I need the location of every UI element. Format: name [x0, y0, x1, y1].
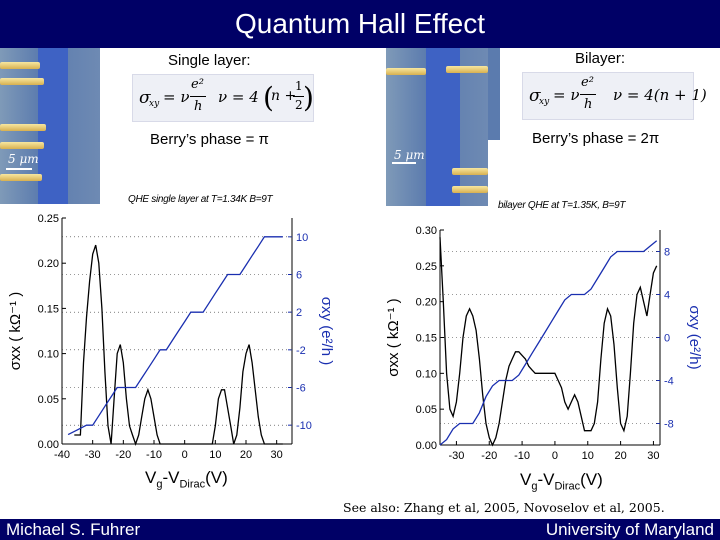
bilayer-right-tick-label: -8 — [664, 419, 674, 431]
single-layer-series-sigma-xy — [67, 236, 283, 436]
single-layer-right-tick-label: 6 — [296, 270, 302, 282]
single-layer-x-tick-label: 10 — [209, 449, 221, 461]
single-layer-y-axis-label: σxx ( kΩ⁻¹ ) — [7, 292, 24, 370]
bilayer-left-tick-label: 0.15 — [416, 333, 437, 345]
single-layer-y2-axis-label: σxy (e²/h ) — [318, 297, 335, 365]
single-layer-device-photo: 5 μm — [0, 48, 100, 204]
slide-title: Quantum Hall Effect — [234, 8, 486, 39]
single-layer-series-sigma-xx — [74, 244, 283, 446]
contact-lead — [452, 168, 488, 175]
bilayer-x-tick-label: 10 — [582, 450, 594, 462]
single-layer-plot-caption: QHE single layer at T=1.34K B=9T — [128, 194, 273, 205]
single-layer-left-tick-label: 0.15 — [38, 303, 59, 315]
footer-institution: University of Maryland — [545, 520, 714, 539]
bilayer-x-tick-label: 0 — [552, 450, 558, 462]
single-layer-x-tick-label: 0 — [182, 449, 188, 461]
bilayer-x-tick-label: -20 — [481, 450, 497, 462]
single-layer-x-tick-label: 20 — [240, 449, 252, 461]
single-layer-x-tick-label: -40 — [54, 449, 70, 461]
bilayer-right-tick-label: 8 — [664, 247, 670, 259]
single-layer-right-tick-label: -2 — [296, 345, 306, 357]
contact-lead — [0, 78, 44, 85]
contact-lead — [446, 66, 488, 73]
bilayer-right-tick-label: 0 — [664, 333, 670, 345]
bilayer-formula: σ xy = ν e² h ν = 4(n + 1) — [522, 72, 707, 120]
single-layer-x-tick-label: -30 — [85, 449, 101, 461]
single-layer-x-tick-label: 30 — [271, 449, 283, 461]
single-layer-right-tick-label: -6 — [296, 383, 306, 395]
bilayer-left-tick-label: 0.30 — [416, 225, 437, 237]
contact-lead — [386, 68, 426, 75]
contact-lead — [452, 186, 488, 193]
bilayer-series-sigma-xy — [439, 240, 658, 446]
bilayer-heading: Bilayer: — [575, 50, 626, 67]
contact-lead — [0, 142, 44, 149]
bilayer-x-tick-label: 20 — [614, 450, 626, 462]
single-layer-berry-phase: Berry’s phase = π — [150, 131, 269, 148]
single-layer-right-tick-label: 2 — [296, 307, 302, 319]
bilayer-berry-phase: Berry’s phase = 2π — [532, 130, 660, 147]
single-layer-right-tick-label: -10 — [296, 420, 312, 432]
scale-bar — [392, 162, 416, 164]
bilayer-left-tick-label: 0.20 — [416, 297, 437, 309]
bilayer-y-axis-label: σxx ( kΩ⁻¹ ) — [385, 298, 402, 376]
bilayer-left-tick-label: 0.10 — [416, 368, 437, 380]
single-layer-x-tick-label: -20 — [115, 449, 131, 461]
bilayer-qhe-chart: 0.30 0.25 0.20 0.15 0.10 0.05 0.00 8 4 0 -4 -8 -30 -2… — [385, 225, 703, 462]
single-layer-x-axis-label: Vg-VDirac(V) — [145, 468, 228, 491]
single-layer-left-tick-label: 0.00 — [38, 439, 59, 451]
scale-label: 5 μm — [8, 152, 39, 166]
bilayer-left-tick-label: 0.25 — [416, 261, 437, 273]
footer-author: Michael S. Fuhrer — [6, 520, 141, 539]
single-layer-formula: σ xy = ν e² h ν = 4 ( n + 1 2 ) — [132, 74, 314, 122]
single-layer-qhe-chart: 0.25 0.20 0.15 0.10 0.05 0.00 10 6 2 -2 -6 -10 -40 -3… — [7, 213, 335, 461]
single-layer-x-tick-label: -10 — [146, 449, 162, 461]
contact-lead — [0, 174, 42, 181]
bilayer-left-tick-label: 0.05 — [416, 404, 437, 416]
scale-label: 5 μm — [394, 148, 425, 162]
bilayer-right-tick-label: 4 — [664, 290, 670, 302]
bilayer-y2-axis-label: σxy (e²/h) — [686, 305, 703, 369]
bilayer-x-tick-label: -30 — [448, 450, 464, 462]
bilayer-series-sigma-xx — [439, 237, 658, 447]
contact-lead — [0, 62, 40, 69]
bilayer-plot-caption: bilayer QHE at T=1.35K, B=9T — [498, 200, 626, 211]
scale-bar — [6, 168, 32, 170]
bilayer-device-photo: 5 μm — [386, 48, 488, 206]
graphene-flake — [426, 48, 460, 206]
footer-bar: Michael S. Fuhrer University of Maryland — [0, 519, 720, 540]
contact-lead — [0, 124, 46, 131]
single-layer-left-tick-label: 0.10 — [38, 349, 59, 361]
bilayer-right-tick-label: -4 — [664, 376, 674, 388]
single-layer-left-tick-label: 0.20 — [38, 258, 59, 270]
bilayer-x-tick-label: -10 — [514, 450, 530, 462]
single-layer-heading: Single layer: — [168, 52, 251, 69]
bilayer-x-axis-label: Vg-VDirac(V) — [520, 470, 603, 493]
see-also-reference: See also: Zhang et al, 2005, Novoselov e… — [343, 500, 665, 515]
single-layer-right-tick-label: 10 — [296, 232, 308, 244]
bilayer-x-tick-label: 30 — [647, 450, 659, 462]
single-layer-left-tick-label: 0.25 — [38, 213, 59, 225]
single-layer-left-tick-label: 0.05 — [38, 394, 59, 406]
title-bar: Quantum Hall Effect — [0, 0, 720, 48]
bilayer-left-tick-label: 0.00 — [416, 440, 437, 452]
